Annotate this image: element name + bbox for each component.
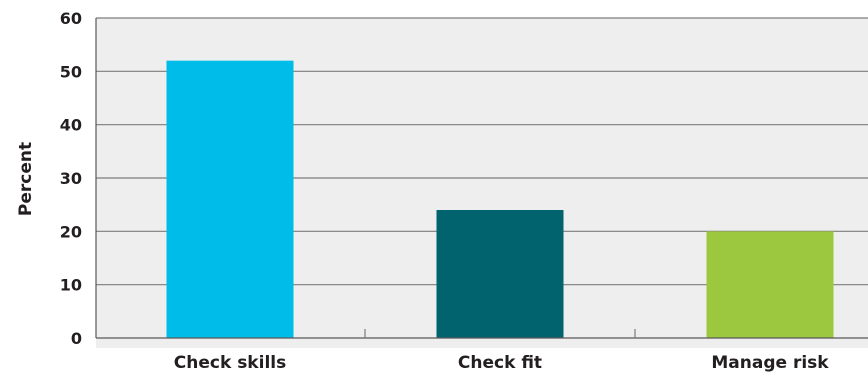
y-axis-title: Percent [16, 142, 36, 216]
bar-check-skills [166, 60, 294, 339]
bar-check-fit [436, 210, 564, 338]
x-category-label: Check fit [458, 353, 542, 373]
y-tick-label: 20 [60, 222, 82, 241]
y-tick-label: 30 [60, 169, 82, 188]
y-tick-label: 40 [60, 116, 82, 135]
y-tick-label: 0 [71, 329, 82, 348]
y-tick-label: 50 [60, 62, 82, 81]
y-tick-labels: 0 10 20 30 40 50 60 [60, 9, 82, 348]
y-tick-label: 60 [60, 9, 82, 28]
bar-manage-risk [706, 231, 834, 338]
x-category-label: Manage risk [711, 353, 829, 373]
axes [95, 18, 868, 339]
x-category-label: Check skills [174, 353, 286, 373]
bars [166, 60, 834, 339]
y-tick-label: 10 [60, 276, 82, 295]
category-labels: Check skills Check fit Manage risk [174, 353, 830, 373]
